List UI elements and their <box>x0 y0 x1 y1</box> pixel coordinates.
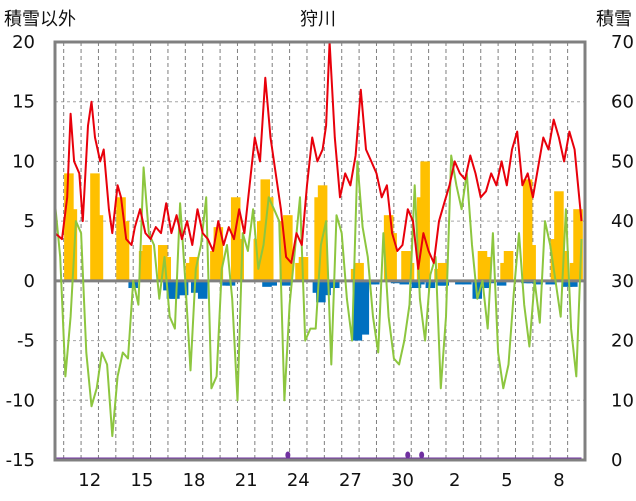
precip-bar <box>354 262 364 281</box>
x-tick-label: 12 <box>78 470 101 491</box>
right-tick-label: 20 <box>611 331 634 352</box>
precip-bar <box>119 221 130 281</box>
precip-bar <box>387 233 397 281</box>
negative-bar <box>462 280 472 285</box>
precip-bar <box>142 245 152 281</box>
precip-bar <box>522 179 533 281</box>
precip-bar <box>573 209 583 281</box>
precip-bar <box>93 215 104 281</box>
precip-bar <box>481 256 491 281</box>
left-tick-label: -5 <box>17 331 35 352</box>
left-tick-label: 5 <box>24 211 35 232</box>
negative-bar <box>545 280 556 285</box>
negative-bar <box>568 280 578 287</box>
right-tick-label: 40 <box>611 211 634 232</box>
precip-bar <box>283 215 293 281</box>
left-tick-label: 20 <box>12 32 35 53</box>
x-tick-label: 8 <box>553 470 564 491</box>
left-tick-label: 10 <box>12 151 35 172</box>
x-tick-label: 15 <box>130 470 153 491</box>
right-tick-label: 30 <box>611 271 634 292</box>
precip-bar <box>503 251 514 281</box>
plot-frame <box>53 40 587 462</box>
negative-bar <box>439 280 450 286</box>
x-tick-label: 24 <box>287 470 310 491</box>
snow-depth-point <box>285 451 291 459</box>
right-tick-label: 60 <box>611 92 634 113</box>
right-axis-label: 積雪 <box>596 9 632 30</box>
chart-title: 狩川 <box>300 9 336 30</box>
snow-depth-point <box>405 451 411 459</box>
negative-bar <box>369 280 380 285</box>
left-tick-label: 15 <box>12 92 35 113</box>
left-tick-label: -10 <box>6 390 35 411</box>
left-axis-label: 積雪以外 <box>4 9 76 30</box>
x-tick-label: 27 <box>339 470 362 491</box>
series-line-green <box>54 154 583 438</box>
plot-frame-layer <box>53 40 587 462</box>
left-tick-label: 0 <box>24 271 35 292</box>
negative-bar <box>281 280 291 286</box>
negative-bar <box>262 280 272 287</box>
negative-bar <box>533 280 543 285</box>
negative-bar <box>178 280 189 296</box>
right-tick-label: 70 <box>611 32 634 53</box>
x-tick-label: 5 <box>501 470 512 491</box>
negative-bar <box>479 280 489 289</box>
precip-bar <box>234 239 244 281</box>
temperature-lines <box>54 41 583 438</box>
x-tick-label: 21 <box>235 470 258 491</box>
precip-bar <box>420 161 430 281</box>
precip-bar <box>213 227 224 281</box>
left-tick-label: -15 <box>6 450 35 471</box>
negative-bar <box>321 280 331 296</box>
snow-depth-point <box>419 451 425 459</box>
right-tick-label: 0 <box>611 450 622 471</box>
series-line-red <box>54 41 583 270</box>
precip-bar <box>554 191 564 281</box>
precip-bar <box>263 197 274 281</box>
right-tick-label: 10 <box>611 390 634 411</box>
precip-bar <box>404 262 415 281</box>
x-tick-label: 30 <box>391 470 414 491</box>
precip-bar <box>67 209 78 281</box>
negative-bar <box>359 280 370 335</box>
negative-bar <box>496 280 507 286</box>
negative-bar <box>197 280 208 299</box>
x-tick-label: 2 <box>449 470 460 491</box>
precip-bar <box>189 256 199 281</box>
negative-bar <box>399 280 410 285</box>
negative-bar <box>562 280 573 287</box>
precip-bar <box>437 262 448 281</box>
precip-bar <box>526 245 536 281</box>
negative-bar <box>170 280 180 299</box>
x-tick-label: 18 <box>183 470 206 491</box>
right-tick-label: 50 <box>611 151 634 172</box>
negative-bar <box>455 280 465 285</box>
negative-bar <box>267 280 277 286</box>
negative-bar <box>316 280 326 303</box>
